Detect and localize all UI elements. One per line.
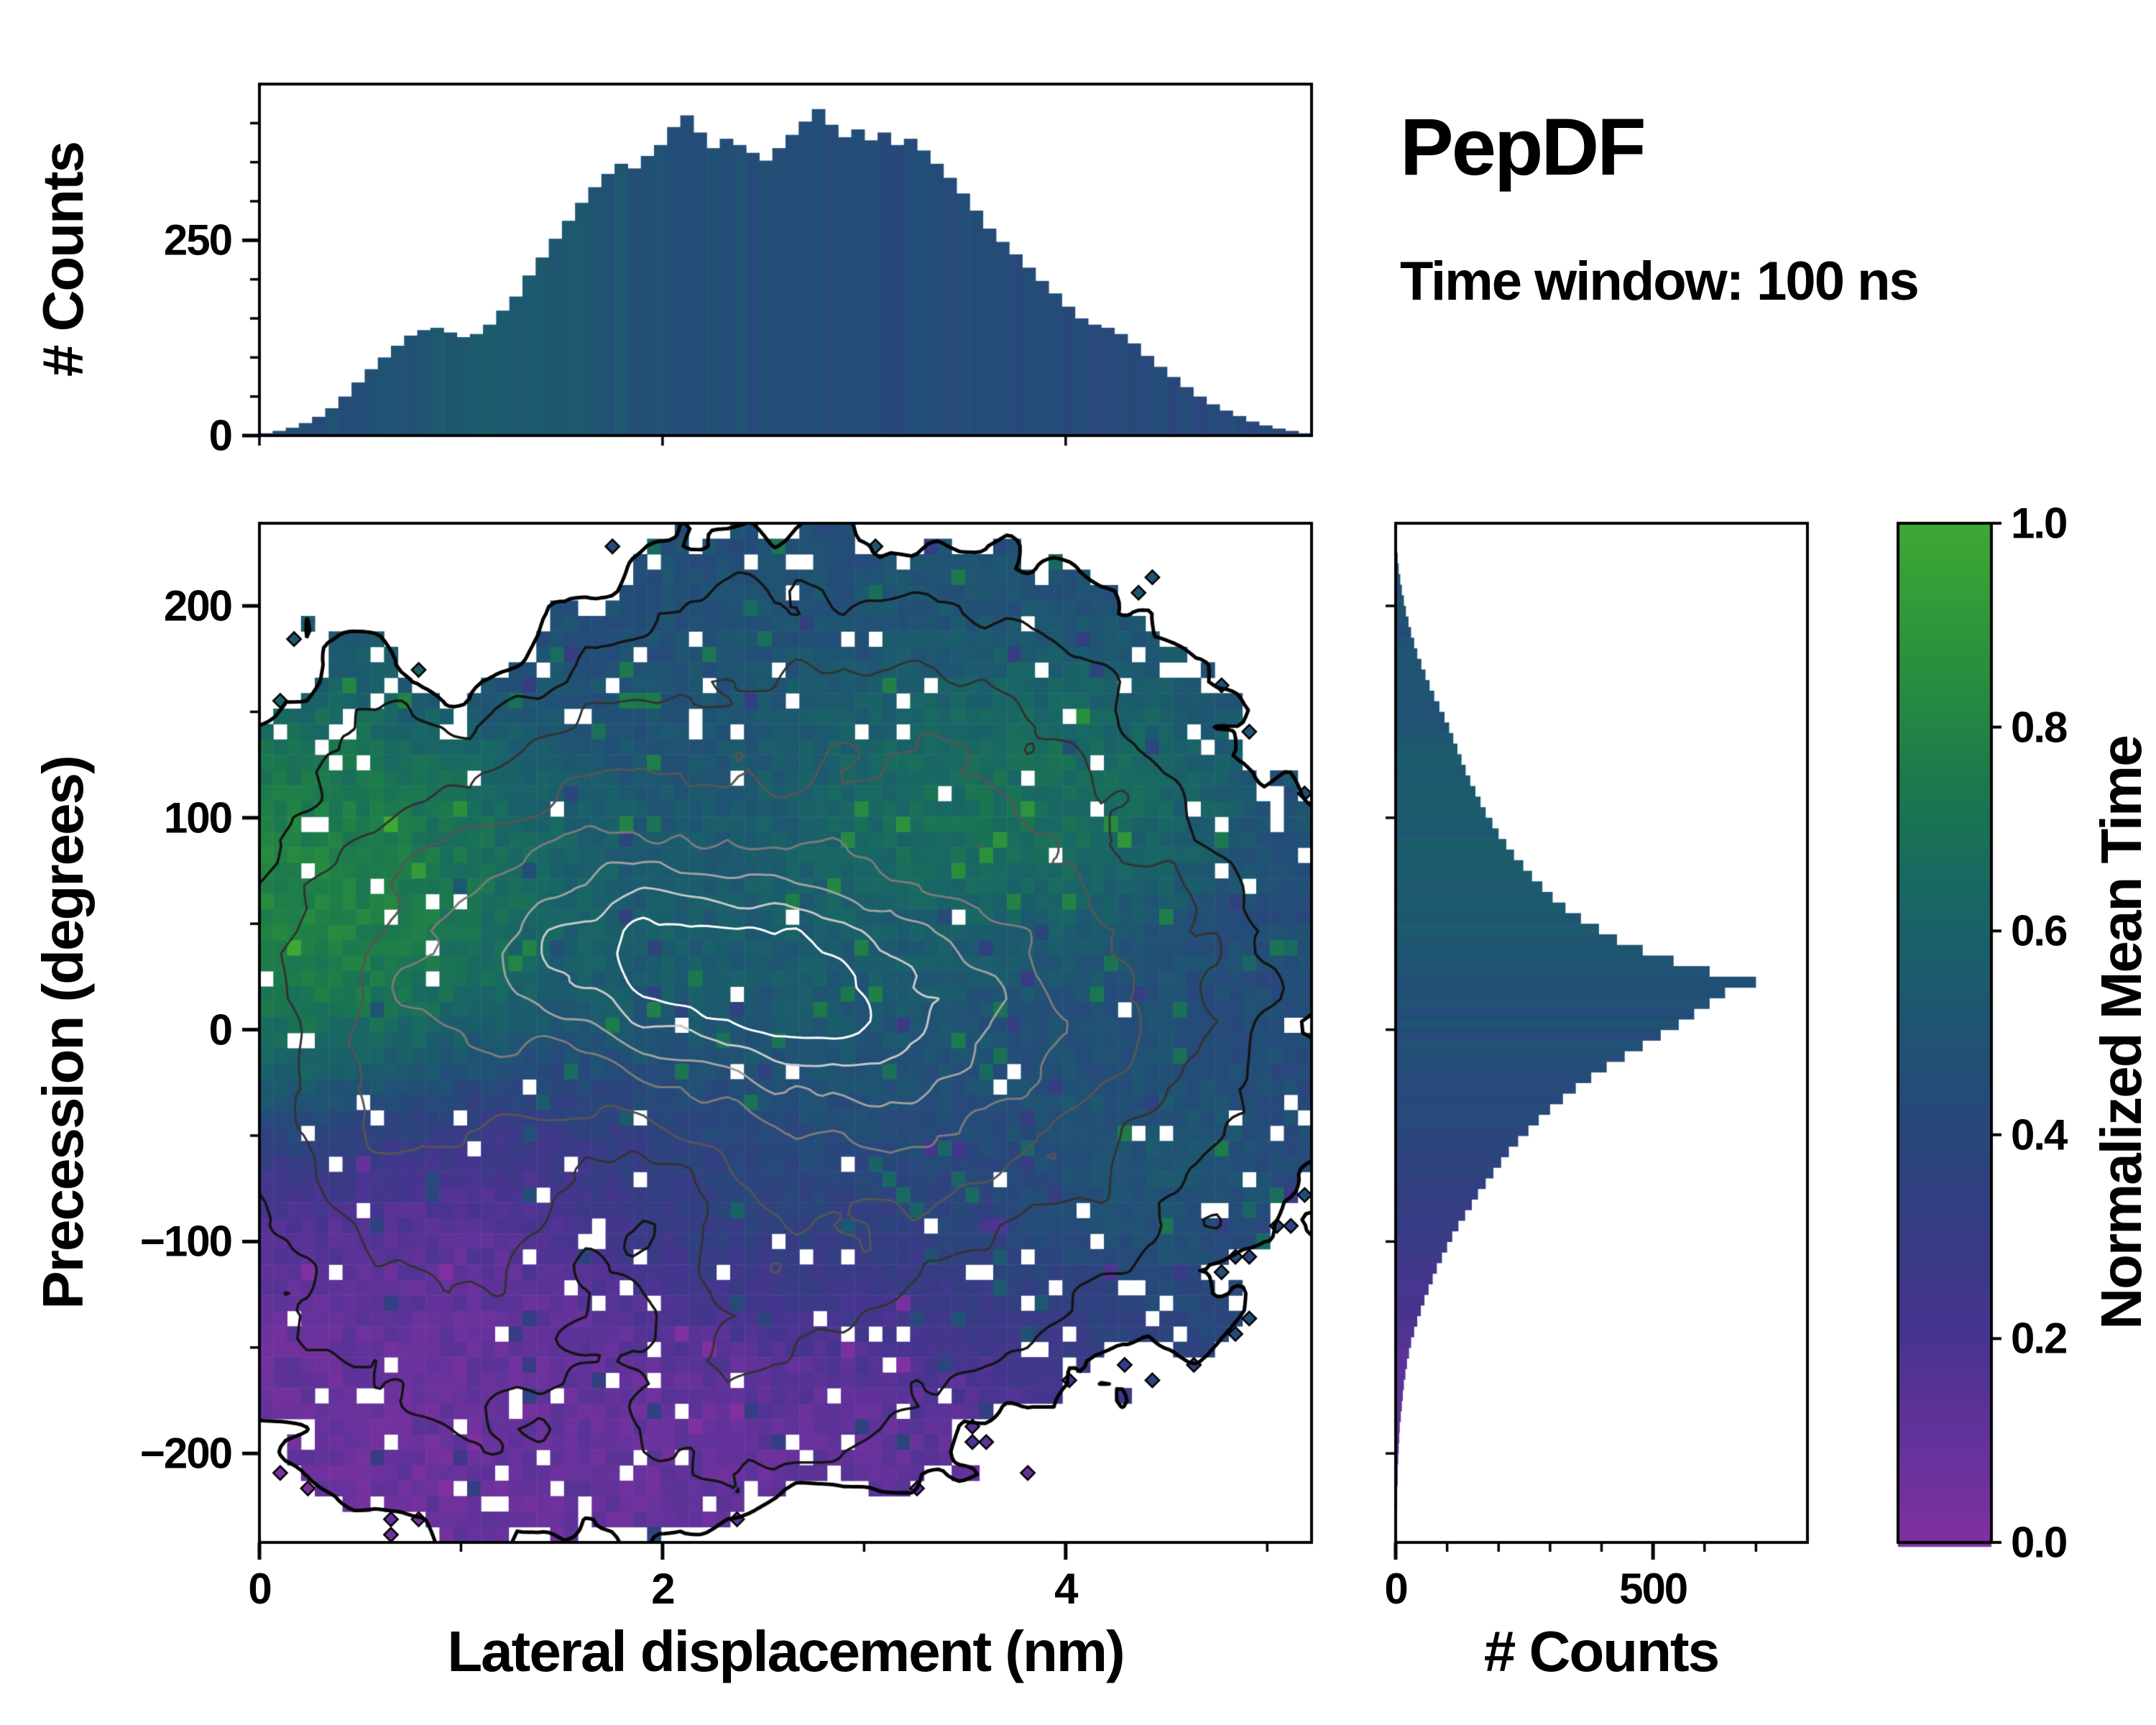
- tick-label-top-hist-y: 0: [208, 411, 233, 460]
- tick-label-colorbar: 0.6: [2011, 906, 2068, 955]
- x-axis-label-main: Lateral displacement (nm): [447, 1619, 1125, 1683]
- tick-label-colorbar: 0.8: [2011, 703, 2068, 752]
- plot-subtitle: Time window: 100 ns: [1400, 251, 1920, 312]
- tick-label-main-x: 0: [248, 1565, 272, 1613]
- plot-title: PepDF: [1400, 102, 1646, 192]
- colorbar-label: Normalized Mean Time: [2089, 736, 2153, 1330]
- y-axis-label-main: Precession (degrees): [31, 756, 95, 1310]
- tick-label-colorbar: 0.4: [2011, 1110, 2068, 1159]
- y-axis-label-top-hist: # Counts: [31, 142, 95, 377]
- tick-label-colorbar: 0.0: [2011, 1518, 2068, 1567]
- tick-label-top-hist-y: 250: [163, 216, 233, 264]
- tick-label-main-y: 200: [163, 581, 233, 630]
- tick-label-main-x: 4: [1054, 1565, 1078, 1613]
- tick-label-colorbar: 0.2: [2011, 1314, 2068, 1363]
- tick-label-main-x: 2: [651, 1565, 675, 1613]
- tick-label-main-y: 0: [208, 1006, 233, 1054]
- tick-label-main-y: −100: [139, 1217, 233, 1266]
- x-axis-label-right-hist: # Counts: [1483, 1619, 1720, 1683]
- tick-label-right-hist-x: 0: [1384, 1565, 1408, 1613]
- tick-label-colorbar: 1.0: [2011, 499, 2068, 548]
- tick-label-main-y: 100: [163, 794, 233, 842]
- tick-label-main-y: −200: [139, 1429, 233, 1478]
- tick-label-right-hist-x: 500: [1619, 1565, 1688, 1613]
